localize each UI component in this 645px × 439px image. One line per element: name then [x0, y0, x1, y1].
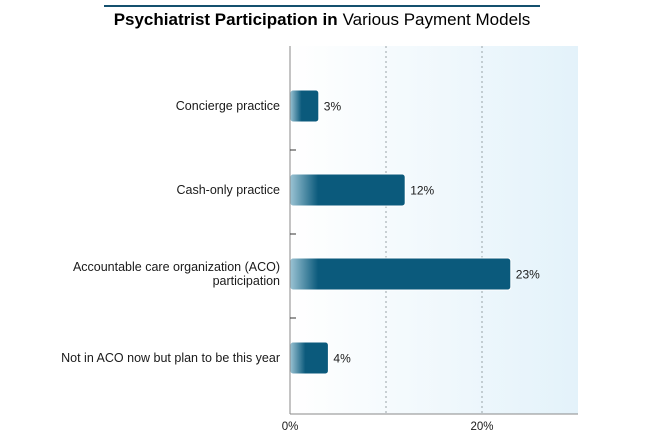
category-label: Not in ACO now but plan to be this year — [61, 351, 280, 365]
bar — [289, 89, 320, 123]
category-label: Accountable care organization (ACO) parti… — [73, 260, 280, 288]
bars — [289, 89, 512, 375]
bar — [289, 257, 512, 291]
x-tick-label: 0% — [282, 421, 299, 433]
category-label-line: participation — [213, 274, 280, 288]
chart-title-regular: Various Payment Models — [343, 10, 531, 29]
category-label-line: Accountable care organization (ACO) — [73, 260, 280, 274]
value-label: 3% — [324, 100, 342, 114]
x-axis: 0% 20% — [282, 413, 578, 433]
category-label: Cash-only practice — [176, 183, 280, 197]
value-label: 23% — [516, 268, 540, 282]
value-label: 12% — [410, 184, 434, 198]
gridlines — [385, 46, 483, 414]
bar — [289, 341, 329, 375]
category-label-line: Cash-only practice — [176, 183, 280, 197]
chart-title-bold: Psychiatrist Participation in — [114, 10, 338, 29]
value-labels: 3% 12% 23% 4% — [324, 100, 540, 366]
category-label-line: Not in ACO now but plan to be this year — [61, 351, 280, 365]
bar — [289, 173, 406, 207]
category-label-line: Concierge practice — [176, 99, 280, 113]
y-axis — [289, 46, 296, 414]
chart-title: Psychiatrist Participation in Various Pay… — [114, 10, 531, 29]
category-labels: Concierge practice Cash-only practice Acco… — [61, 99, 280, 365]
value-label: 4% — [333, 352, 351, 366]
x-tick-label: 20% — [470, 421, 493, 433]
plot-area — [290, 46, 578, 414]
category-label: Concierge practice — [176, 99, 280, 113]
